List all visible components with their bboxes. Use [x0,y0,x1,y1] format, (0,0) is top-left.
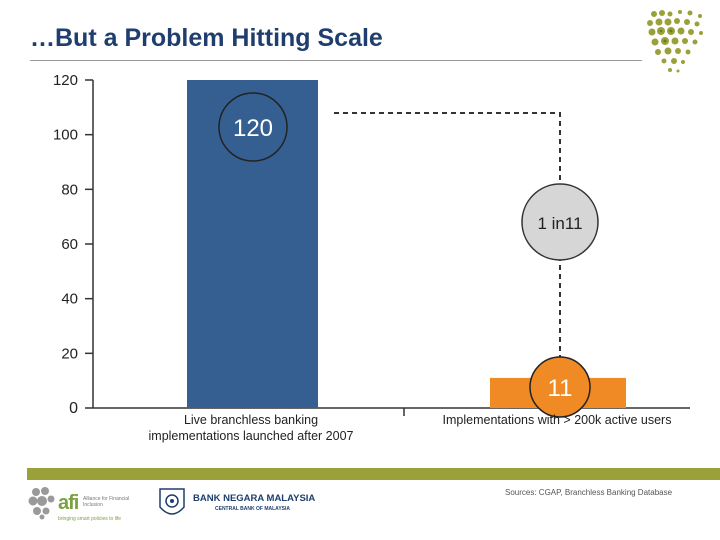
category-labels: Live branchless banking implementations l… [149,413,672,443]
title-divider [30,60,642,61]
dashed-connector [334,112,561,368]
sources-note: Sources: CGAP, Branchless Banking Databa… [505,488,673,497]
y-tick-label: 120 [53,72,78,89]
afi-logo-mark [28,487,55,520]
y-tick-label: 40 [61,291,78,308]
value-circle [218,92,288,162]
bnm-crest-logo [159,488,185,515]
ratio-label: 1 in11 [537,214,582,233]
afi-logo-tagline: bringing smart policies to life [58,516,122,522]
category-label: Implementations with > 200k active users [443,413,672,427]
category-label: Live branchless banking [184,413,318,427]
bnm-logo-name: BANK NEGARA MALAYSIA [193,493,316,504]
value-circle [529,356,591,418]
y-tick-label: 20 [61,345,78,362]
ratio-circle [521,183,599,261]
value-label: 11 [548,375,573,402]
y-axis: 0 20 40 60 80 100 120 [53,72,94,417]
category-label: implementations launched after 2007 [149,429,354,443]
afi-logo-text: afi [58,492,79,514]
afi-logo-description: Alliance for Financial Inclusion [83,496,130,508]
page-title: …But a Problem Hitting Scale [30,24,383,52]
y-tick-label: 60 [61,236,78,253]
value-label: 120 [233,115,273,142]
value-labels: 120 11 [218,92,591,418]
footer-band [27,468,720,480]
y-tick-label: 100 [53,127,78,144]
bar-chart: 0 20 40 60 80 100 120 1 in11 120 11 Live branch… [53,72,690,443]
bnm-logo-subtitle: CENTRAL BANK OF MALAYSIA [215,506,291,512]
y-tick-label: 80 [61,181,78,198]
y-tick-label: 0 [69,400,78,417]
comparison-connector: 1 in11 [334,112,599,368]
dots-pattern-logo [647,10,703,73]
